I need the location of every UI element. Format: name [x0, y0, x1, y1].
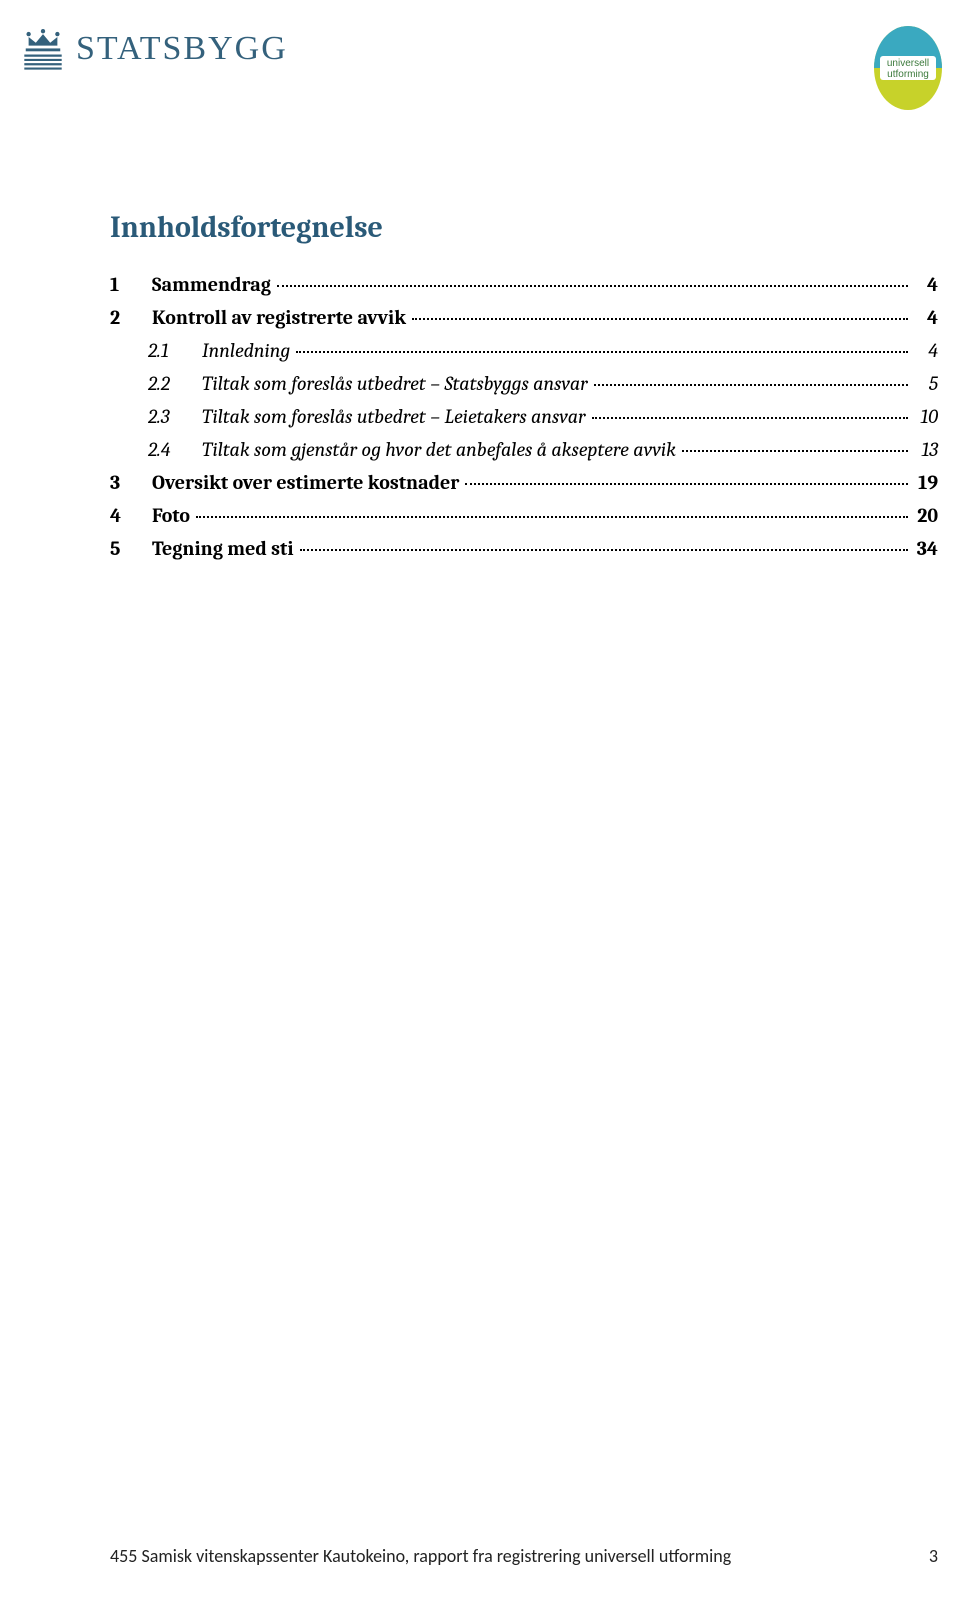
toc-list: 1Sammendrag42Kontroll av registrerte avv… — [110, 273, 938, 560]
toc-entry-number: 2.1 — [148, 339, 202, 362]
toc-entry-page: 34 — [914, 537, 938, 560]
toc-entry-page: 13 — [914, 438, 938, 461]
toc-entry-page: 4 — [914, 273, 938, 296]
toc-leader — [277, 285, 908, 287]
page-footer: 455 Samisk vitenskapssenter Kautokeino, … — [110, 1545, 938, 1567]
toc-entry[interactable]: 1Sammendrag 4 — [110, 273, 938, 296]
toc-entry-number: 4 — [110, 504, 152, 527]
footer-text: 455 Samisk vitenskapssenter Kautokeino, … — [110, 1545, 731, 1567]
badge-line1: universell — [887, 58, 929, 69]
toc-entry-page: 4 — [914, 339, 938, 362]
toc-entry[interactable]: 3Oversikt over estimerte kostnader 19 — [110, 471, 938, 494]
toc-entry-label: Tegning med sti — [152, 537, 294, 560]
toc-entry-label: Innledning — [202, 339, 290, 362]
toc-entry-number: 1 — [110, 273, 152, 296]
badge-line2: utforming — [887, 69, 929, 80]
toc-entry-page: 20 — [914, 504, 938, 527]
toc-entry-number: 3 — [110, 471, 152, 494]
toc-entry[interactable]: 5Tegning med sti 34 — [110, 537, 938, 560]
toc-entry-label: Tiltak som foreslås utbedret – Statsbygg… — [202, 372, 588, 395]
toc-leader — [465, 483, 908, 485]
toc-leader — [594, 384, 908, 386]
footer-page-number: 3 — [929, 1545, 938, 1567]
crown-icon — [20, 24, 66, 74]
toc-leader — [300, 549, 909, 551]
toc-entry[interactable]: 2.2Tiltak som foreslås utbedret – Statsb… — [110, 372, 938, 395]
toc-entry-page: 5 — [914, 372, 938, 395]
toc-entry-number: 2.3 — [148, 405, 202, 428]
toc-leader — [592, 417, 908, 419]
toc-entry-label: Sammendrag — [152, 273, 271, 296]
toc-entry-label: Foto — [152, 504, 190, 527]
toc-entry-page: 19 — [914, 471, 938, 494]
toc-entry-number: 2.4 — [148, 438, 202, 461]
toc-entry[interactable]: 4Foto 20 — [110, 504, 938, 527]
toc-entry-page: 4 — [914, 306, 938, 329]
content-area: Innholdsfortegnelse 1Sammendrag42Kontrol… — [110, 210, 938, 570]
toc-entry-page: 10 — [914, 405, 938, 428]
toc-entry[interactable]: 2.3Tiltak som foreslås utbedret – Leieta… — [110, 405, 938, 428]
toc-entry[interactable]: 2.1Innledning 4 — [110, 339, 938, 362]
toc-leader — [682, 450, 908, 452]
toc-leader — [412, 318, 908, 320]
toc-entry-label: Oversikt over estimerte kostnader — [152, 471, 459, 494]
toc-entry-number: 2.2 — [148, 372, 202, 395]
brand-text: STATSBYGG — [76, 30, 288, 68]
toc-entry[interactable]: 2Kontroll av registrerte avvik 4 — [110, 306, 938, 329]
toc-leader — [296, 351, 908, 353]
page-header: STATSBYGG universell utforming — [0, 24, 960, 114]
toc-entry[interactable]: 2.4Tiltak som gjenstår og hvor det anbef… — [110, 438, 938, 461]
brand-logo: STATSBYGG — [20, 24, 288, 74]
page: STATSBYGG universell utforming Innholdsf… — [0, 0, 960, 1611]
toc-entry-label: Kontroll av registrerte avvik — [152, 306, 406, 329]
toc-entry-label: Tiltak som gjenstår og hvor det anbefale… — [202, 438, 676, 461]
toc-entry-label: Tiltak som foreslås utbedret – Leietaker… — [202, 405, 586, 428]
toc-title: Innholdsfortegnelse — [110, 210, 938, 245]
toc-entry-number: 5 — [110, 537, 152, 560]
toc-entry-number: 2 — [110, 306, 152, 329]
toc-leader — [196, 516, 908, 518]
uu-badge: universell utforming — [872, 24, 944, 112]
